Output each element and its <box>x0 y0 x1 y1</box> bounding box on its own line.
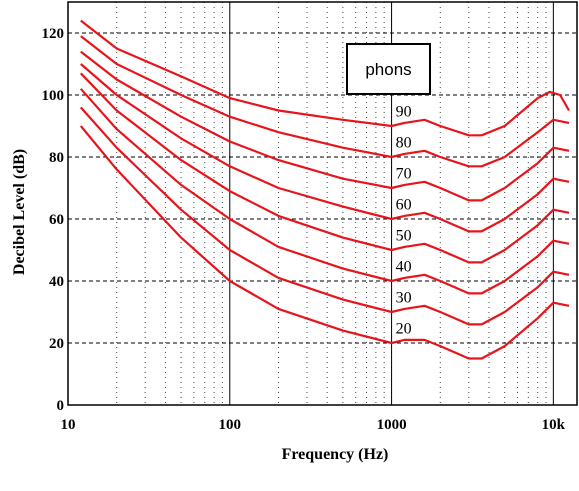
x-tick-label: 10k <box>542 417 566 433</box>
phon-label-60: 60 <box>396 197 412 214</box>
legend: phons <box>346 43 431 95</box>
curve-80-phons <box>80 35 570 168</box>
phon-label-70: 70 <box>396 166 412 183</box>
y-tick-label: 40 <box>49 274 64 290</box>
x-tick-label: 10 <box>61 417 76 433</box>
legend-frame <box>346 43 431 95</box>
phon-label-30: 30 <box>396 290 412 307</box>
y-tick-label: 100 <box>42 88 65 104</box>
curve-30-phons <box>79 106 570 326</box>
y-tick-label: 80 <box>49 150 64 166</box>
y-tick-label: 0 <box>57 398 65 414</box>
plot-frame <box>67 1 578 406</box>
curve-70-phons <box>80 50 570 202</box>
phon-label-50: 50 <box>396 228 412 245</box>
tick-labels: 0 20 40 60 80 100 120 10 100 1000 10k <box>42 26 566 433</box>
x-tick-label: 100 <box>219 417 242 433</box>
curves <box>79 19 570 360</box>
x-axis-title: Frequency (Hz) <box>282 446 389 463</box>
curve-60-phons <box>80 63 570 233</box>
y-tick-label: 20 <box>49 336 64 352</box>
phon-label-90: 90 <box>396 104 412 121</box>
curve-40-phons <box>79 88 570 295</box>
curve-90-phons <box>80 19 570 137</box>
phon-labels: 20 30 40 50 60 70 80 90 <box>396 104 412 338</box>
y-axis-title: Decibel Level (dB) <box>11 149 28 275</box>
legend-title: phons <box>365 60 411 79</box>
curve-50-phons <box>80 72 570 264</box>
y-tick-label: 60 <box>49 212 64 228</box>
y-tick-label: 120 <box>42 26 65 42</box>
curve-20-phons <box>79 125 570 360</box>
phon-label-80: 80 <box>396 135 412 152</box>
phon-label-40: 40 <box>396 259 412 276</box>
x-tick-label: 1000 <box>377 417 407 433</box>
phon-label-20: 20 <box>396 321 412 338</box>
